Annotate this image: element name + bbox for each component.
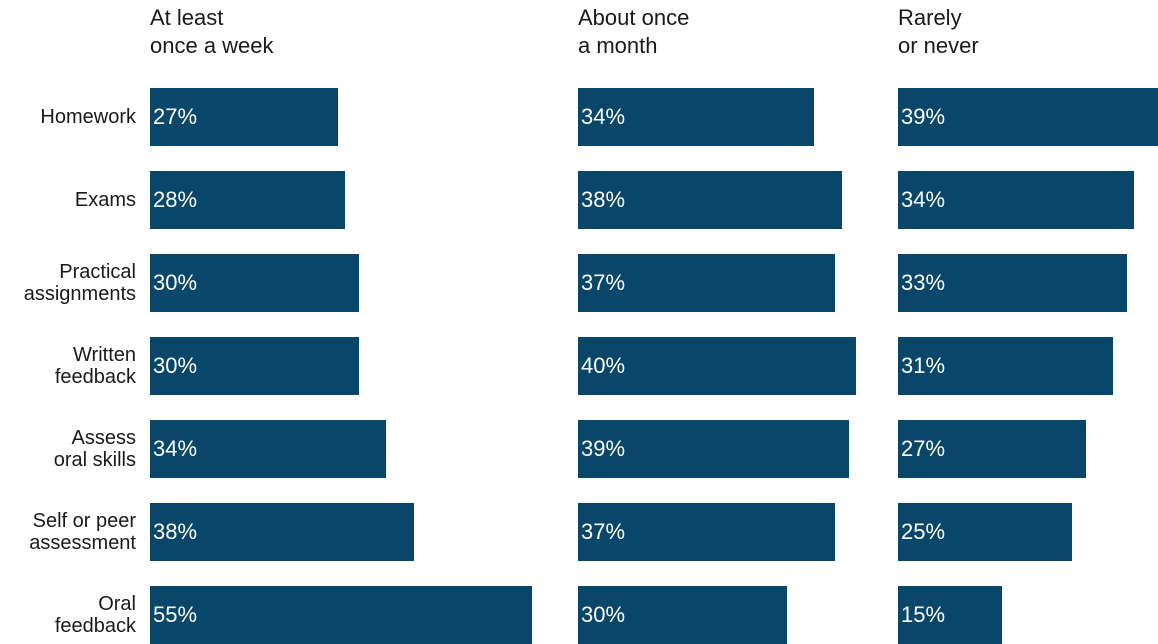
bar-s1-r1: [578, 171, 842, 229]
bar-s0-r1: [150, 171, 345, 229]
bar-value-label-s2-r5: 25%: [901, 519, 946, 544]
bar-value-label-s2-r1: 34%: [901, 187, 946, 212]
bar-s1-r5: [578, 503, 835, 561]
bar-s1-r6: [578, 586, 787, 644]
bar-s2-r5: [898, 503, 1072, 561]
category-label-self-or-peer-assessment: Self or peer assessment: [29, 510, 136, 554]
bar-s0-r3: [150, 337, 359, 395]
bar-value-label-s0-r0: 27%: [153, 104, 198, 129]
category-label-homework: Homework: [40, 106, 136, 128]
category-label-written-feedback: Written feedback: [54, 344, 136, 388]
bar-value-label-s2-r2: 33%: [901, 270, 946, 295]
bar-value-label-s0-r4: 34%: [153, 436, 198, 461]
bar-s0-r6: [150, 586, 532, 644]
bar-value-label-s1-r2: 37%: [581, 270, 626, 295]
bar-s1-r4: [578, 420, 849, 478]
category-label-exams: Exams: [74, 189, 136, 211]
bar-value-label-s1-r3: 40%: [581, 353, 626, 378]
bar-s1-r2: [578, 254, 835, 312]
bar-s0-r0: [150, 88, 338, 146]
series-header-0: At least once a week: [150, 5, 274, 58]
category-label-oral-feedback: Oral feedback: [54, 593, 136, 637]
bar-s2-r4: [898, 420, 1086, 478]
bar-value-label-s1-r6: 30%: [581, 602, 626, 627]
bar-s2-r1: [898, 171, 1134, 229]
bar-value-label-s1-r5: 37%: [581, 519, 626, 544]
bar-value-label-s1-r4: 39%: [581, 436, 626, 461]
bar-s2-r0: [898, 88, 1158, 146]
category-label-assess-oral-skills: Assess oral skills: [53, 427, 136, 471]
bar-s0-r4: [150, 420, 386, 478]
bar-value-label-s1-r1: 38%: [581, 187, 626, 212]
category-label-practical-assignments: Practical assignments: [23, 261, 136, 305]
bar-value-label-s0-r5: 38%: [153, 519, 198, 544]
bar-s0-r2: [150, 254, 359, 312]
bar-value-label-s2-r3: 31%: [901, 353, 946, 378]
bar-value-label-s0-r3: 30%: [153, 353, 198, 378]
bar-value-label-s2-r6: 15%: [901, 602, 946, 627]
bar-s0-r5: [150, 503, 414, 561]
bar-s2-r3: [898, 337, 1113, 395]
bar-s1-r0: [578, 88, 814, 146]
bar-value-label-s0-r6: 55%: [153, 602, 198, 627]
bar-value-label-s2-r0: 39%: [901, 104, 946, 129]
series-header-2: Rarely or never: [898, 5, 979, 58]
bar-s1-r3: [578, 337, 856, 395]
bar-s2-r2: [898, 254, 1127, 312]
series-header-1: About once a month: [578, 5, 690, 58]
bar-value-label-s0-r1: 28%: [153, 187, 198, 212]
bar-value-label-s2-r4: 27%: [901, 436, 946, 461]
bar-value-label-s1-r0: 34%: [581, 104, 626, 129]
bar-s2-r6: [898, 586, 1002, 644]
bar-value-label-s0-r2: 30%: [153, 270, 198, 295]
